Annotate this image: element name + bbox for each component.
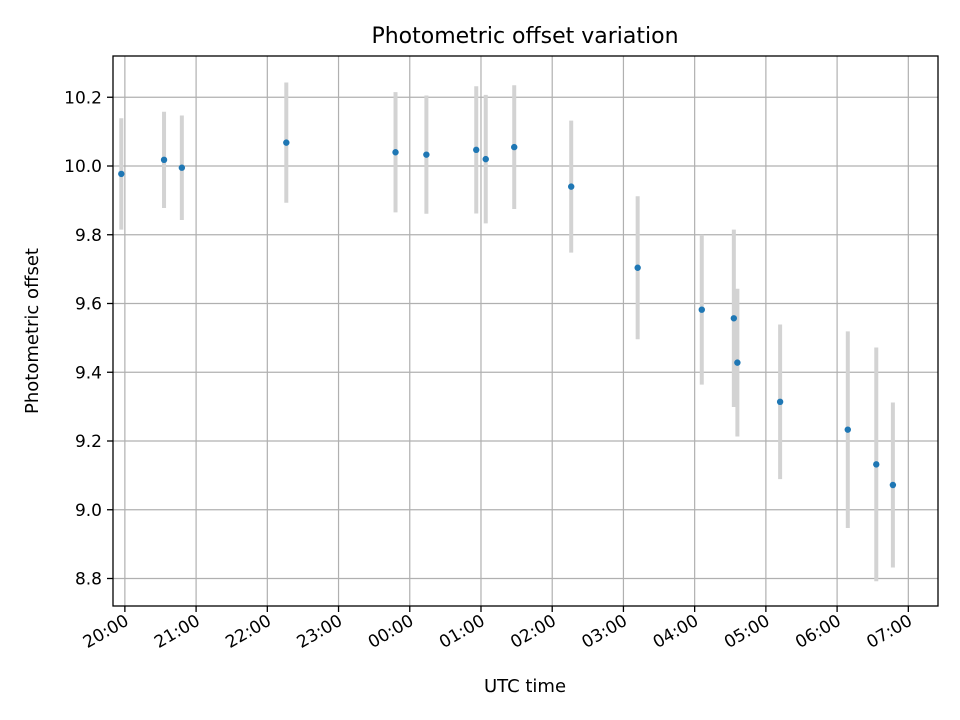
- data-point: [568, 183, 575, 190]
- chart-title: Photometric offset variation: [371, 24, 678, 49]
- y-tick-label: 9.8: [75, 226, 102, 246]
- x-tick-label: 20:00: [80, 611, 132, 653]
- data-point: [118, 170, 125, 178]
- x-tick-label: 04:00: [650, 611, 702, 653]
- y-tick-label: 8.8: [75, 570, 102, 590]
- y-tick-label: 9.4: [75, 363, 102, 383]
- x-tick-label: 23:00: [294, 611, 346, 653]
- data-point: [634, 264, 641, 271]
- data-point: [392, 149, 399, 156]
- data-point: [698, 306, 705, 313]
- x-tick-label: 03:00: [578, 611, 630, 653]
- data-point: [283, 139, 290, 146]
- y-tick-label: 9.0: [75, 501, 102, 521]
- y-axis-label: Photometric offset: [22, 248, 43, 414]
- data-point: [776, 398, 784, 406]
- y-axis-ticks: 8.8 9.0 9.2 9.4 9.6 9.8 10.0 10.2: [64, 88, 113, 590]
- y-tick-label: 10.0: [64, 157, 102, 177]
- data-point: [889, 481, 897, 489]
- x-tick-label: 22:00: [222, 611, 274, 653]
- data-point: [730, 315, 738, 322]
- data-point: [511, 143, 518, 151]
- x-tick-label: 06:00: [792, 611, 844, 653]
- data-point: [482, 155, 489, 163]
- x-tick-label: 01:00: [436, 611, 488, 653]
- plot-frame: [112, 55, 939, 607]
- data-point: [873, 461, 880, 468]
- data-point: [473, 146, 480, 154]
- y-tick-label: 9.6: [75, 295, 102, 315]
- x-tick-label: 05:00: [721, 611, 773, 653]
- x-axis-ticks: 20:00 21:00 22:00 23:00 00:00 01:00 02:00 03:00…: [80, 606, 916, 653]
- data-point: [844, 426, 851, 433]
- x-axis-label: UTC time: [484, 676, 566, 697]
- x-tick-label: 00:00: [365, 611, 417, 653]
- data-point: [178, 164, 186, 171]
- grid: [113, 56, 938, 606]
- y-tick-label: 10.2: [64, 88, 102, 108]
- error-bars: [119, 82, 895, 582]
- x-tick-label: 21:00: [151, 611, 203, 653]
- data-point: [160, 156, 168, 164]
- data-point: [734, 359, 741, 366]
- y-tick-label: 9.2: [75, 432, 102, 452]
- data-points: [118, 139, 897, 489]
- x-tick-label: 07:00: [863, 611, 915, 653]
- data-point: [423, 151, 430, 158]
- x-tick-label: 02:00: [507, 611, 559, 653]
